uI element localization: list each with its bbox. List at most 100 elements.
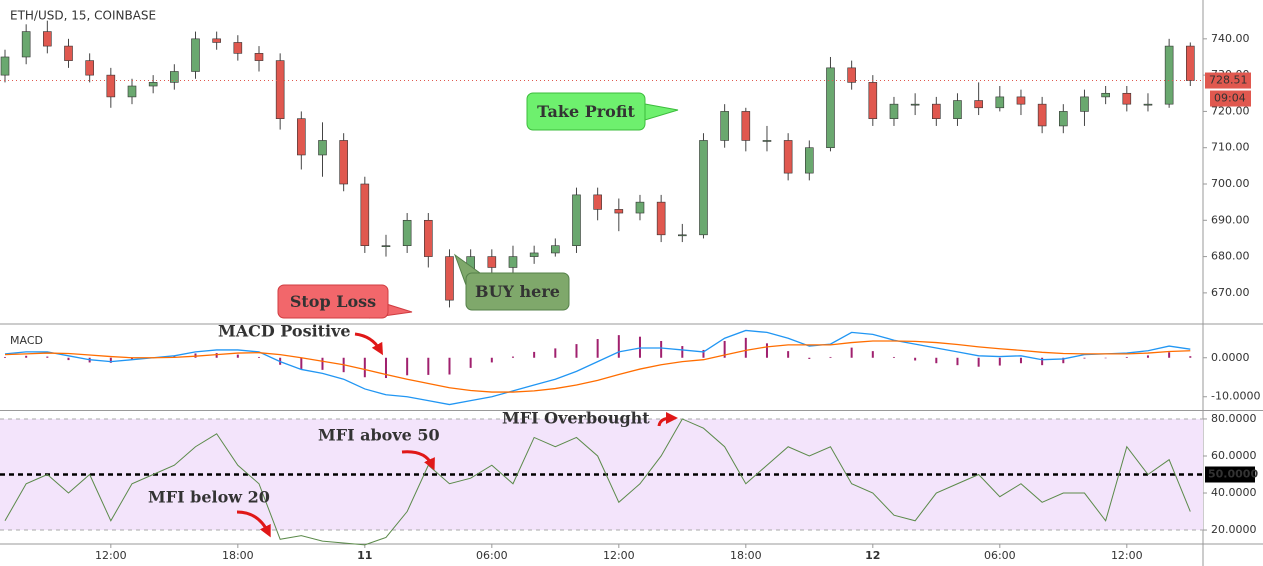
histogram-bar [257, 356, 260, 358]
histogram-bar [935, 357, 938, 364]
countdown-label: 09:04 [1214, 92, 1246, 105]
histogram-bar [1168, 352, 1171, 358]
annotation-arrow [354, 332, 383, 356]
histogram-bar [490, 357, 493, 363]
callout: BUY here [453, 253, 570, 311]
histogram-bar [554, 348, 557, 358]
candle-body [614, 209, 624, 214]
candle-body [275, 60, 285, 119]
histogram-bar [236, 354, 239, 358]
macd-line [4, 340, 1191, 393]
candle-body [212, 38, 221, 43]
histogram-bar [787, 351, 790, 358]
panel-title: MACD [10, 334, 43, 347]
candle-body [64, 45, 73, 61]
callout: Stop Loss [277, 284, 413, 319]
candle-body [741, 111, 751, 141]
histogram-bar [998, 357, 1001, 366]
x-tick-label: 12:00 [1111, 549, 1143, 562]
histogram-bar [892, 356, 895, 358]
histogram-bar [300, 357, 303, 370]
histogram-bar [384, 357, 387, 379]
annotation: MFI Overbought [502, 409, 650, 428]
last-price-label: 728.51 [1209, 74, 1248, 87]
histogram-bar [638, 336, 641, 358]
last-price-tag [1205, 72, 1251, 89]
callout-box [277, 284, 389, 319]
candle-body [191, 38, 200, 72]
histogram-bar [1041, 357, 1044, 366]
annotation: MACD Positive [218, 322, 351, 341]
histogram-bar [215, 353, 218, 358]
candle-body [0, 56, 10, 76]
histogram-bar [1146, 355, 1149, 358]
histogram-bar [469, 357, 472, 368]
candle-body [21, 31, 31, 58]
candle-body [932, 103, 941, 119]
macd-line [4, 329, 1191, 406]
candle-body [402, 219, 412, 246]
candle-body [593, 194, 602, 210]
candle-body [170, 71, 179, 83]
candle-body [127, 85, 137, 98]
y-tick-label: 690.00 [1211, 213, 1250, 226]
annotation-arrow [401, 450, 435, 471]
callout-label: Stop Loss [290, 292, 376, 311]
annotation-arrow [657, 412, 678, 427]
candle-body [1101, 92, 1110, 98]
candle-body [106, 74, 116, 98]
y-tick-label: 80.0000 [1211, 412, 1257, 425]
callout-label: BUY here [475, 282, 560, 301]
candle-body [783, 140, 793, 174]
candle-body [889, 103, 899, 119]
countdown-tag [1210, 90, 1251, 107]
candle-body [1080, 96, 1089, 112]
histogram-bar [1019, 357, 1022, 364]
histogram-bar [3, 356, 6, 358]
candle-body [1059, 111, 1068, 127]
histogram-bar [427, 357, 430, 375]
x-tick-label: 11 [357, 549, 372, 562]
histogram-bar [596, 339, 599, 358]
callout-label: Take Profit [537, 102, 635, 121]
candle-body [445, 256, 454, 301]
histogram-bar [660, 340, 663, 358]
histogram-bar [1125, 356, 1128, 358]
callout: Take Profit [526, 92, 679, 131]
candle-body [297, 118, 306, 156]
y-tick-label: 740.00 [1211, 32, 1250, 45]
x-tick-label: 06:00 [984, 549, 1016, 562]
x-tick-label: 06:00 [476, 549, 508, 562]
histogram-bar [744, 337, 747, 358]
histogram-bar [956, 357, 959, 366]
candle-body [233, 42, 243, 54]
candle-body [974, 100, 983, 109]
candle-body [572, 194, 581, 246]
histogram-bar [575, 344, 578, 358]
candle-body [1122, 92, 1132, 105]
candle-body [1186, 45, 1195, 81]
candle-body [910, 103, 920, 106]
candle-body [487, 256, 497, 268]
histogram-bar [406, 357, 409, 376]
histogram-bar [109, 357, 112, 363]
y-tick-label: 60.0000 [1211, 449, 1257, 462]
y-tick-label: 680.00 [1211, 250, 1250, 263]
midline-label: 50.0000 [1208, 468, 1258, 481]
panel-title: ETH/USD, 15, COINBASE [10, 9, 156, 23]
candle-body [254, 53, 264, 61]
candle-body [699, 140, 708, 236]
annotation: MFI below 20 [148, 488, 270, 507]
y-tick-label: 710.00 [1211, 141, 1250, 154]
histogram-bar [765, 343, 768, 358]
histogram-bar [363, 357, 366, 378]
histogram-bar [914, 357, 917, 361]
histogram-bar [977, 357, 980, 367]
candle-body [1016, 96, 1026, 105]
mfi-line [4, 418, 1191, 546]
candle-body [656, 201, 666, 236]
histogram-bar [130, 357, 133, 360]
candle-body [995, 96, 1005, 109]
histogram-bar [1062, 357, 1065, 364]
